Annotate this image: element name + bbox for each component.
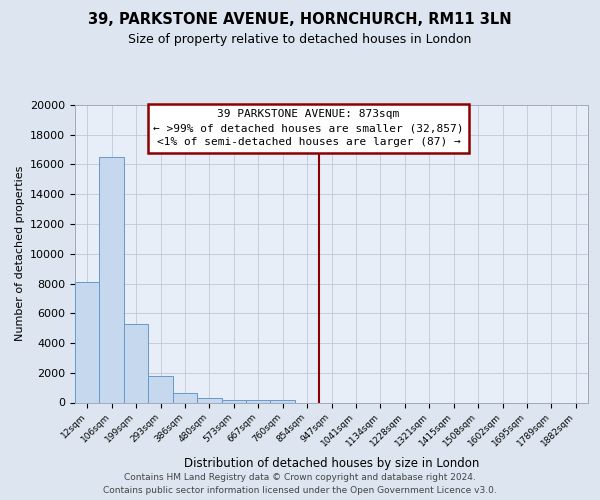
Bar — [246, 400, 271, 402]
Bar — [197, 398, 221, 402]
Bar — [271, 400, 295, 402]
Text: Size of property relative to detached houses in London: Size of property relative to detached ho… — [128, 32, 472, 46]
Bar — [148, 376, 173, 402]
Bar — [173, 393, 197, 402]
Text: 39, PARKSTONE AVENUE, HORNCHURCH, RM11 3LN: 39, PARKSTONE AVENUE, HORNCHURCH, RM11 3… — [88, 12, 512, 28]
Bar — [75, 282, 100, 403]
Text: Contains public sector information licensed under the Open Government Licence v3: Contains public sector information licen… — [103, 486, 497, 495]
Text: Contains HM Land Registry data © Crown copyright and database right 2024.: Contains HM Land Registry data © Crown c… — [124, 472, 476, 482]
X-axis label: Distribution of detached houses by size in London: Distribution of detached houses by size … — [184, 456, 479, 469]
Bar — [100, 157, 124, 402]
Bar — [124, 324, 148, 402]
Y-axis label: Number of detached properties: Number of detached properties — [14, 166, 25, 342]
Text: 39 PARKSTONE AVENUE: 873sqm
← >99% of detached houses are smaller (32,857)
<1% o: 39 PARKSTONE AVENUE: 873sqm ← >99% of de… — [153, 110, 464, 148]
Bar — [221, 400, 246, 402]
